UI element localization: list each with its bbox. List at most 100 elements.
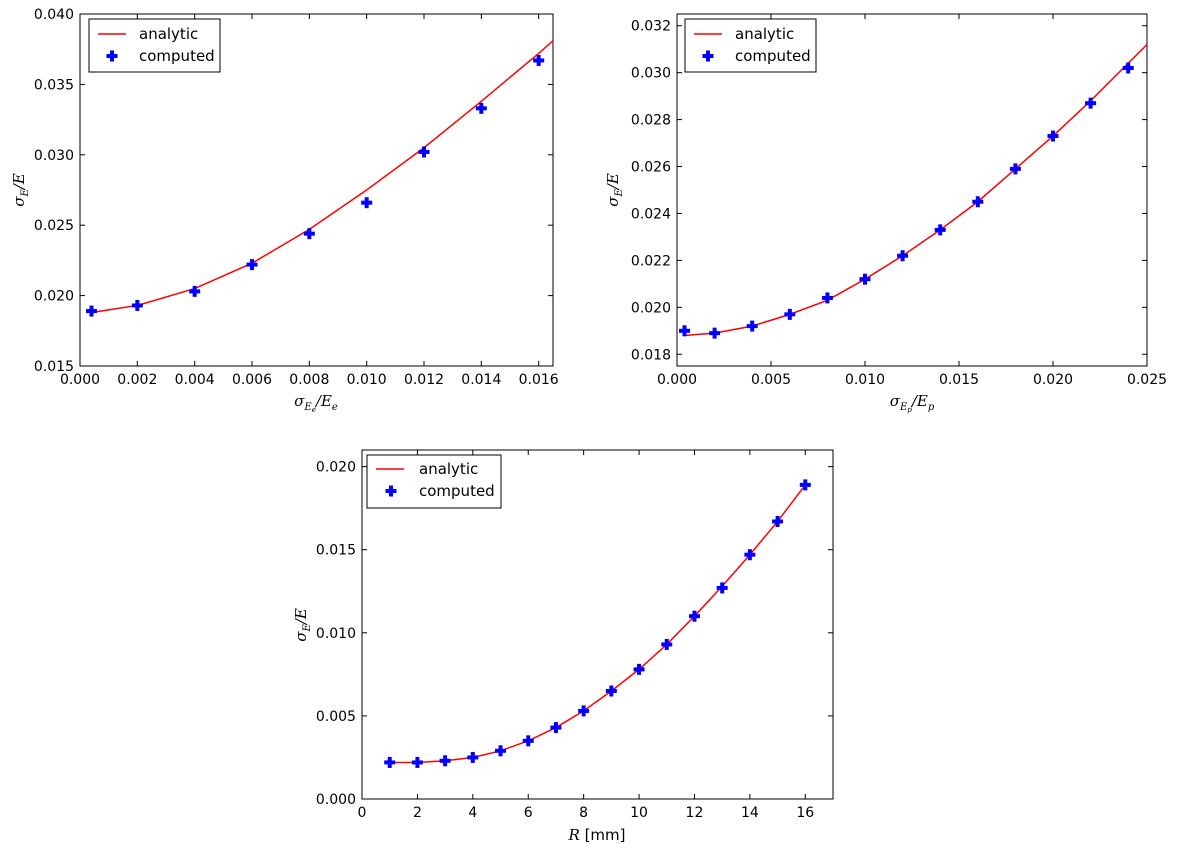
x-tick-label: 14 bbox=[741, 805, 759, 821]
y-axis-label: σE/E bbox=[604, 173, 625, 207]
computed-point bbox=[550, 722, 562, 734]
computed-point bbox=[744, 549, 756, 561]
computed-series bbox=[679, 62, 1134, 339]
legend-box bbox=[366, 454, 502, 509]
computed-point bbox=[897, 250, 909, 262]
legend: analytic computed bbox=[684, 18, 817, 73]
analytic-line bbox=[389, 484, 806, 764]
computed-point bbox=[475, 102, 487, 114]
legend-computed-label: computed bbox=[419, 482, 495, 500]
computed-series bbox=[384, 479, 811, 768]
analytic-line bbox=[91, 40, 554, 314]
legend-analytic-label: analytic bbox=[139, 25, 198, 43]
computed-point bbox=[439, 755, 451, 767]
computed-point bbox=[934, 224, 946, 236]
computed-point bbox=[1122, 62, 1134, 74]
x-tick-label: 0.008 bbox=[289, 372, 329, 388]
x-tick-label: 0.025 bbox=[1127, 372, 1167, 388]
x-tick-label: 0.004 bbox=[175, 372, 215, 388]
x-tick-label: 0.000 bbox=[657, 372, 697, 388]
computed-point bbox=[709, 327, 721, 339]
computed-point bbox=[605, 685, 617, 697]
computed-point bbox=[1085, 97, 1097, 109]
x-tick-label: 16 bbox=[796, 805, 814, 821]
computed-point bbox=[85, 305, 97, 317]
computed-point bbox=[384, 756, 396, 768]
computed-point bbox=[411, 756, 423, 768]
computed-point bbox=[821, 292, 833, 304]
y-tick-label: 0.015 bbox=[34, 359, 74, 375]
computed-point bbox=[1009, 163, 1021, 175]
computed-point bbox=[361, 197, 373, 209]
x-tick-label: 10 bbox=[630, 805, 648, 821]
computed-point bbox=[1047, 130, 1059, 142]
axis-ticks: 0.000 0.002 0.004 0.006 0.008 0.010 0.012 0.014… bbox=[34, 7, 559, 388]
computed-point bbox=[495, 745, 507, 757]
y-axis-label: σE/E bbox=[292, 608, 313, 642]
computed-point bbox=[303, 228, 315, 240]
x-tick-label: 0.010 bbox=[845, 372, 885, 388]
computed-point bbox=[189, 285, 201, 297]
x-tick-label: 0.005 bbox=[751, 372, 791, 388]
y-tick-label: 0.020 bbox=[34, 289, 74, 305]
x-tick-label: 6 bbox=[524, 805, 533, 821]
analytic-series bbox=[91, 40, 554, 314]
computed-point bbox=[131, 299, 143, 311]
x-tick-label: 8 bbox=[579, 805, 588, 821]
computed-point bbox=[746, 320, 758, 332]
x-axis-label: σEp/Ep bbox=[890, 392, 935, 414]
computed-point bbox=[467, 751, 479, 763]
y-tick-label: 0.040 bbox=[34, 7, 74, 23]
legend-computed-marker bbox=[385, 485, 397, 497]
computed-point bbox=[533, 54, 545, 66]
computed-point bbox=[418, 146, 430, 158]
x-tick-label: 4 bbox=[468, 805, 477, 821]
analytic-series bbox=[684, 43, 1148, 337]
plot-frame bbox=[676, 13, 1148, 367]
y-tick-label: 0.010 bbox=[316, 626, 356, 642]
y-tick-label: 0.020 bbox=[631, 300, 671, 316]
computed-series bbox=[85, 54, 545, 317]
y-axis-label: σE/E bbox=[10, 173, 31, 207]
computed-point bbox=[661, 638, 673, 650]
computed-point bbox=[799, 479, 811, 491]
y-tick-label: 0.032 bbox=[631, 19, 671, 35]
chart-panel-top-right: 0.000 0.005 0.010 0.015 0.020 0.025 0.018 0.020… bbox=[604, 13, 1167, 414]
y-tick-label: 0.015 bbox=[316, 543, 356, 559]
legend-computed-marker bbox=[702, 50, 714, 62]
y-tick-label: 0.020 bbox=[316, 460, 356, 476]
x-tick-label: 0.014 bbox=[461, 372, 501, 388]
y-tick-label: 0.000 bbox=[316, 792, 356, 808]
computed-point bbox=[688, 610, 700, 622]
computed-point bbox=[784, 308, 796, 320]
y-tick-label: 0.030 bbox=[34, 148, 74, 164]
legend: analytic computed bbox=[88, 18, 221, 73]
legend-analytic-label: analytic bbox=[419, 460, 478, 478]
y-tick-label: 0.030 bbox=[631, 66, 671, 82]
x-tick-label: 12 bbox=[686, 805, 704, 821]
axis-ticks: 0 2 4 6 8 10 12 14 16 0.000 0.005 0.010 0.015 0.020 bbox=[316, 450, 833, 821]
x-tick-label: 2 bbox=[413, 805, 422, 821]
x-tick-label: 0 bbox=[358, 805, 367, 821]
legend-analytic-label: analytic bbox=[735, 25, 794, 43]
legend-computed-label: computed bbox=[139, 47, 215, 65]
legend-computed-label: computed bbox=[735, 47, 811, 65]
y-tick-label: 0.028 bbox=[631, 113, 671, 129]
x-tick-label: 0.016 bbox=[519, 372, 559, 388]
x-tick-label: 0.010 bbox=[347, 372, 387, 388]
analytic-series bbox=[389, 484, 806, 764]
legend-box bbox=[88, 18, 221, 73]
legend-computed-marker bbox=[106, 50, 118, 62]
x-axis-label: σEe/Ee bbox=[294, 392, 338, 414]
y-tick-label: 0.022 bbox=[631, 253, 671, 269]
x-tick-label: 0.006 bbox=[232, 372, 272, 388]
y-tick-label: 0.035 bbox=[34, 77, 74, 93]
analytic-line bbox=[684, 43, 1148, 337]
legend-box bbox=[684, 18, 817, 73]
chart-panel-top-left: 0.000 0.002 0.004 0.006 0.008 0.010 0.012 0.014… bbox=[10, 7, 559, 414]
computed-point bbox=[972, 196, 984, 208]
x-axis-label: R [mm] bbox=[568, 826, 626, 844]
x-tick-label: 0.000 bbox=[60, 372, 100, 388]
computed-point bbox=[859, 273, 871, 285]
